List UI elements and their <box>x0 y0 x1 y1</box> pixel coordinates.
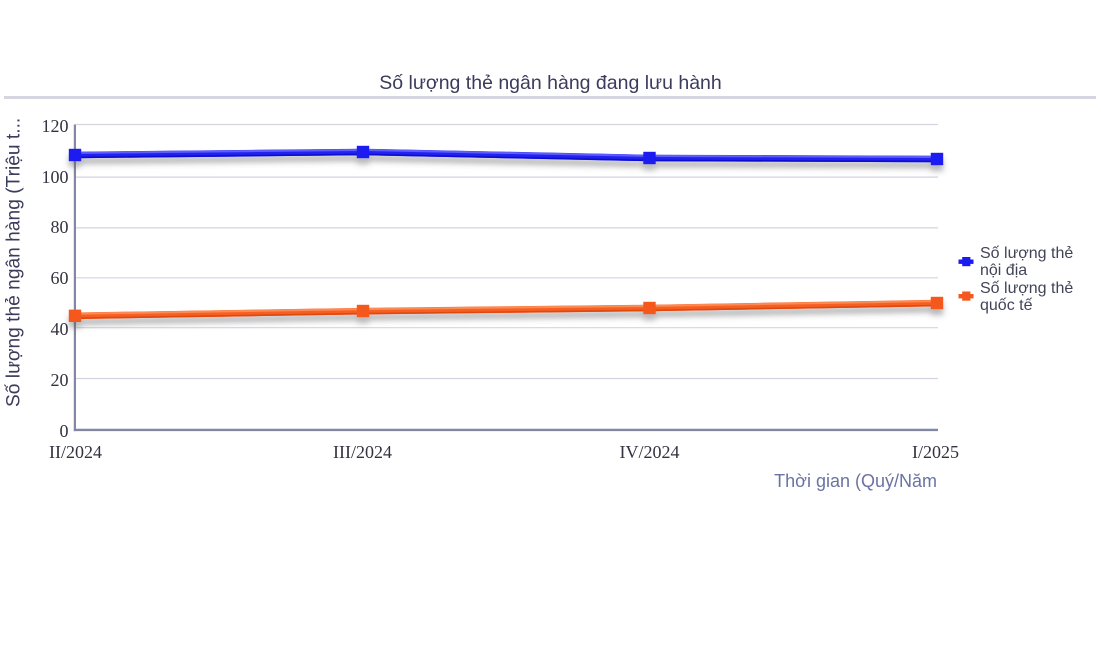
svg-text:Số lượng thẻ ngân hàng (Triệu: Số lượng thẻ ngân hàng (Triệu t... <box>4 118 25 407</box>
